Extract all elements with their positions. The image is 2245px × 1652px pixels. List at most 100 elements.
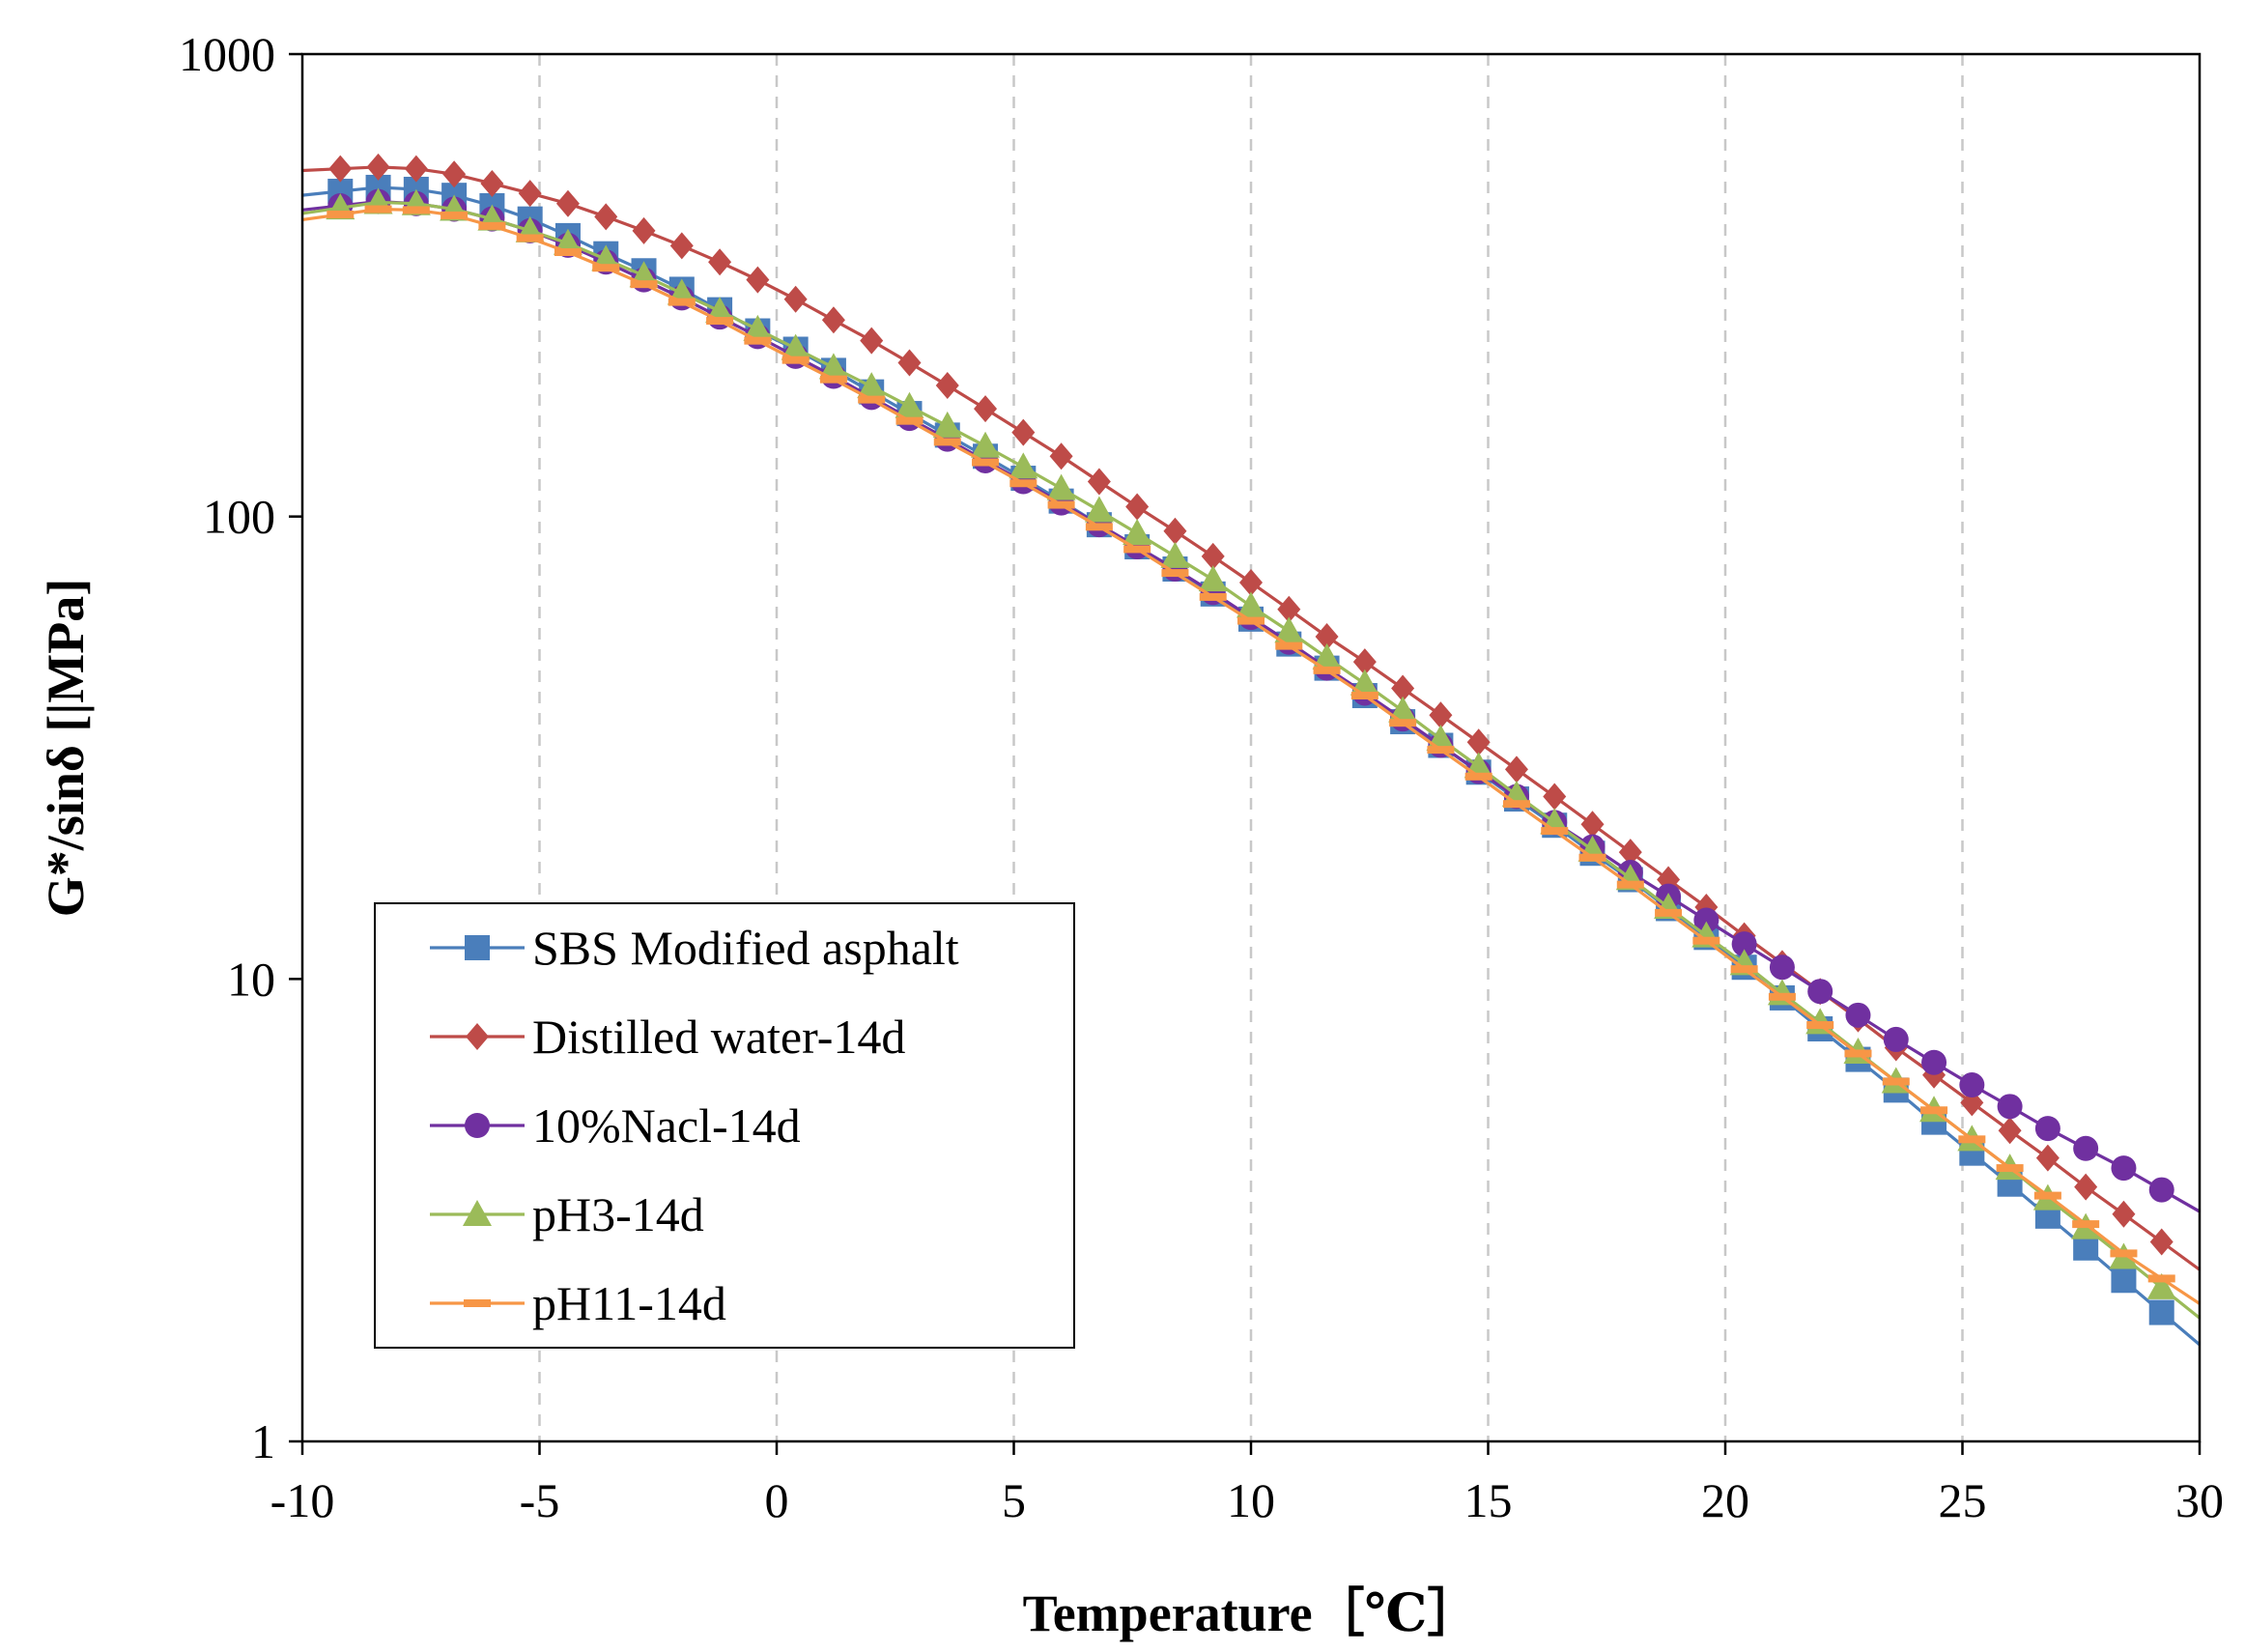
data-point — [781, 333, 810, 360]
data-point — [1201, 542, 1225, 570]
legend-item: Distilled water-14d — [430, 1010, 905, 1064]
data-point — [2111, 1155, 2137, 1182]
data-point — [1239, 568, 1263, 596]
data-point — [327, 210, 355, 218]
data-point — [1731, 931, 1757, 957]
data-point — [1997, 1094, 2023, 1120]
data-point — [744, 336, 772, 345]
x-tick-label: 20 — [1701, 1473, 1749, 1527]
data-point — [1543, 783, 1567, 811]
data-point — [1502, 800, 1530, 809]
data-point — [1883, 1026, 1909, 1052]
data-point — [2073, 1235, 2099, 1261]
data-point — [1959, 1072, 1985, 1098]
data-point — [1123, 545, 1151, 554]
data-point — [402, 206, 430, 214]
data-point — [935, 372, 959, 400]
data-point — [518, 180, 542, 208]
data-point — [1768, 992, 1796, 1001]
data-point — [1277, 595, 1301, 623]
data-point — [2148, 1177, 2174, 1203]
x-tick-label: 30 — [2175, 1473, 2224, 1527]
data-point — [783, 285, 808, 313]
data-point — [1464, 772, 1492, 781]
data-point — [2149, 1228, 2174, 1256]
data-point — [1806, 1021, 1834, 1030]
data-point — [1009, 479, 1037, 488]
data-point — [328, 155, 353, 183]
data-point — [440, 211, 469, 219]
data-point — [821, 306, 845, 334]
data-point — [478, 221, 506, 230]
data-point — [1580, 811, 1605, 839]
legend-item: pH3-14d — [430, 1187, 704, 1241]
data-point — [1844, 1049, 1872, 1058]
data-point — [972, 458, 1000, 467]
data-point — [2033, 1191, 2061, 1200]
data-point — [2146, 1272, 2176, 1299]
data-point — [895, 391, 924, 418]
data-point — [592, 264, 620, 272]
data-point — [1998, 1117, 2022, 1145]
data-point — [480, 169, 504, 197]
data-point — [2073, 1135, 2099, 1161]
data-point — [1009, 452, 1038, 479]
data-point — [1920, 1106, 1948, 1115]
data-point — [1011, 418, 1036, 446]
data-point — [2112, 1200, 2136, 1228]
data-point — [858, 395, 886, 404]
y-tick-label: 1 — [251, 1414, 275, 1468]
data-point — [1693, 907, 1719, 933]
x-tick-label: 25 — [1939, 1473, 1987, 1527]
legend-marker — [466, 1023, 489, 1050]
data-point — [1466, 728, 1491, 756]
legend-item: SBS Modified asphalt — [430, 921, 959, 975]
data-point — [2074, 1173, 2098, 1201]
data-point — [669, 232, 694, 260]
data-point — [897, 349, 922, 377]
data-point — [1882, 1077, 1910, 1086]
data-point — [1692, 936, 1720, 945]
data-point — [974, 395, 998, 423]
data-point — [1350, 669, 1379, 696]
data-point — [1655, 908, 1683, 917]
x-tick-label: 10 — [1227, 1473, 1275, 1527]
legend-marker — [464, 1299, 491, 1307]
data-point — [1274, 616, 1304, 643]
legend-label: Distilled water-14d — [532, 1010, 905, 1064]
data-point — [1350, 692, 1378, 700]
legend: SBS Modified asphalt Distilled water-14d 1… — [374, 902, 1075, 1349]
data-point — [818, 353, 848, 380]
x-tick-label: 15 — [1464, 1473, 1513, 1527]
data-point — [1087, 468, 1111, 496]
data-point — [1618, 839, 1642, 867]
data-point — [706, 317, 734, 326]
legend-marker — [463, 1200, 492, 1226]
x-tick-label: -5 — [520, 1473, 560, 1527]
data-point — [1237, 616, 1265, 625]
data-point — [1845, 1002, 1871, 1028]
data-point — [1199, 592, 1227, 601]
series-4 — [301, 205, 2201, 1305]
series-layer — [301, 153, 2202, 1347]
data-point — [781, 356, 810, 364]
axis-ticks — [289, 52, 2202, 1455]
data-point — [1122, 519, 1152, 546]
data-point — [1427, 746, 1455, 755]
data-point — [404, 155, 428, 183]
data-point — [1996, 1164, 2024, 1173]
data-point — [442, 160, 467, 188]
data-point — [1391, 674, 1415, 702]
data-point — [1236, 591, 1265, 618]
data-point — [708, 248, 732, 276]
data-point — [1730, 965, 1758, 974]
x-tick-label: 5 — [1002, 1473, 1026, 1527]
y-axis-title: G*/sinδ [|MPa] — [37, 579, 95, 917]
data-point — [1275, 641, 1303, 650]
data-point — [630, 280, 658, 289]
data-point — [364, 205, 392, 214]
data-point — [2111, 1267, 2137, 1294]
data-point — [1161, 569, 1189, 578]
data-point — [1198, 565, 1228, 592]
